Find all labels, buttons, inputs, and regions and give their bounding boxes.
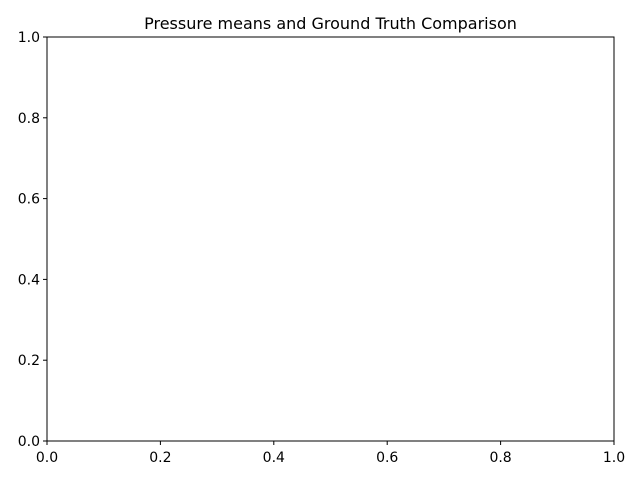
x-tick-label: 0.4 — [263, 450, 285, 466]
plot-frame — [46, 36, 615, 442]
chart-title: Pressure means and Ground Truth Comparis… — [144, 14, 517, 33]
plot-area — [46, 36, 615, 442]
x-tick-label: 0.2 — [149, 450, 171, 466]
x-tick-label: 0.6 — [376, 450, 398, 466]
x-tick-label: 1.0 — [603, 450, 625, 466]
y-axis: 0.0 0.2 0.4 0.6 0.8 1.0 — [18, 30, 47, 450]
x-axis: 0.0 0.2 0.4 0.6 0.8 1.0 — [36, 441, 625, 466]
y-tick-label: 0.2 — [18, 353, 40, 369]
y-tick-label: 0.0 — [18, 434, 40, 450]
x-tick-label: 0.0 — [36, 450, 58, 466]
y-tick-label: 0.4 — [18, 272, 40, 288]
x-tick-label: 0.8 — [489, 450, 511, 466]
y-tick-label: 0.6 — [18, 192, 40, 208]
y-tick-label: 1.0 — [18, 30, 40, 46]
y-tick-label: 0.8 — [18, 111, 40, 127]
